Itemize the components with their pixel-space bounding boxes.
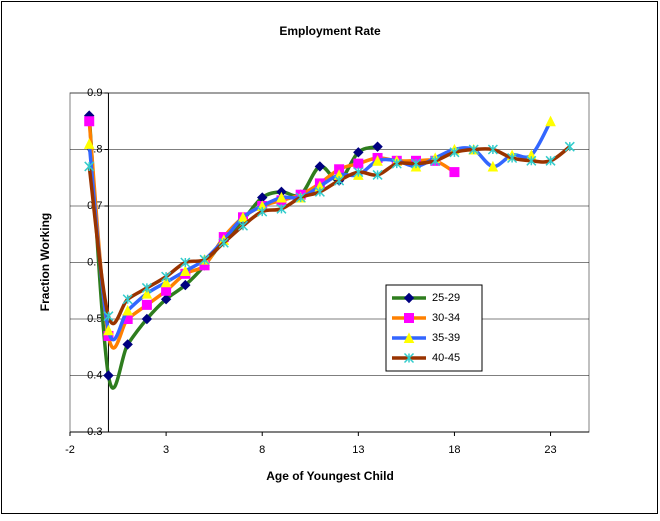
x-tick-label: 3 — [163, 444, 169, 456]
marker — [276, 191, 287, 203]
y-tick-label: 0.4 — [87, 369, 102, 381]
legend-marker — [404, 313, 414, 323]
marker — [161, 271, 172, 282]
marker — [103, 370, 114, 381]
marker — [257, 206, 268, 217]
marker — [314, 186, 325, 197]
marker — [334, 175, 345, 186]
marker — [449, 147, 460, 158]
marker — [83, 138, 95, 149]
marker — [353, 158, 364, 169]
marker — [545, 115, 556, 127]
marker — [218, 237, 229, 248]
x-tick-label: -2 — [65, 444, 75, 456]
marker — [353, 147, 364, 158]
marker — [353, 167, 364, 178]
marker — [161, 285, 172, 296]
marker — [295, 192, 306, 203]
x-axis-label: Age of Youngest Child — [266, 469, 394, 483]
legend-marker — [403, 332, 415, 343]
legend-label: 35-39 — [432, 332, 460, 344]
marker — [122, 304, 133, 316]
marker — [180, 257, 191, 268]
y-tick-label: 0.5 — [87, 313, 102, 325]
series-line — [87, 145, 571, 326]
marker — [237, 220, 249, 231]
legend-marker — [403, 352, 415, 364]
marker — [160, 276, 172, 288]
marker — [391, 158, 402, 169]
marker — [564, 141, 575, 152]
marker — [507, 152, 518, 164]
marker — [103, 324, 114, 336]
x-tick-label: 23 — [544, 444, 556, 456]
marker — [372, 141, 383, 152]
x-tick-label: 13 — [352, 444, 364, 456]
marker — [372, 169, 383, 180]
marker — [122, 294, 133, 305]
marker — [141, 282, 152, 293]
marker — [430, 155, 441, 166]
marker — [160, 294, 172, 305]
y-tick-label: 0.9 — [87, 87, 102, 99]
marker — [372, 155, 383, 166]
marker — [141, 313, 153, 325]
marker — [141, 287, 153, 299]
marker — [314, 161, 326, 172]
legend-label: 25-29 — [432, 292, 460, 304]
marker — [199, 254, 210, 265]
marker — [141, 299, 152, 310]
marker — [84, 161, 95, 172]
x-tick-label: 18 — [448, 444, 460, 456]
marker — [410, 158, 422, 169]
legend-marker — [403, 292, 415, 304]
marker — [487, 144, 498, 155]
legend-label: 30-34 — [432, 312, 460, 324]
y-axis-label: Fraction Working — [38, 213, 52, 311]
marker — [487, 160, 499, 172]
marker — [180, 265, 191, 276]
marker — [103, 311, 114, 322]
marker — [526, 155, 537, 166]
marker — [468, 144, 479, 155]
x-tick-label: 8 — [259, 444, 265, 456]
marker — [276, 203, 287, 214]
marker — [449, 167, 460, 178]
chart-title: Employment Rate — [279, 24, 381, 38]
legend-label: 40-45 — [432, 352, 460, 364]
marker — [122, 339, 133, 350]
marker — [84, 116, 95, 127]
marker — [545, 155, 556, 166]
marker — [180, 279, 191, 291]
